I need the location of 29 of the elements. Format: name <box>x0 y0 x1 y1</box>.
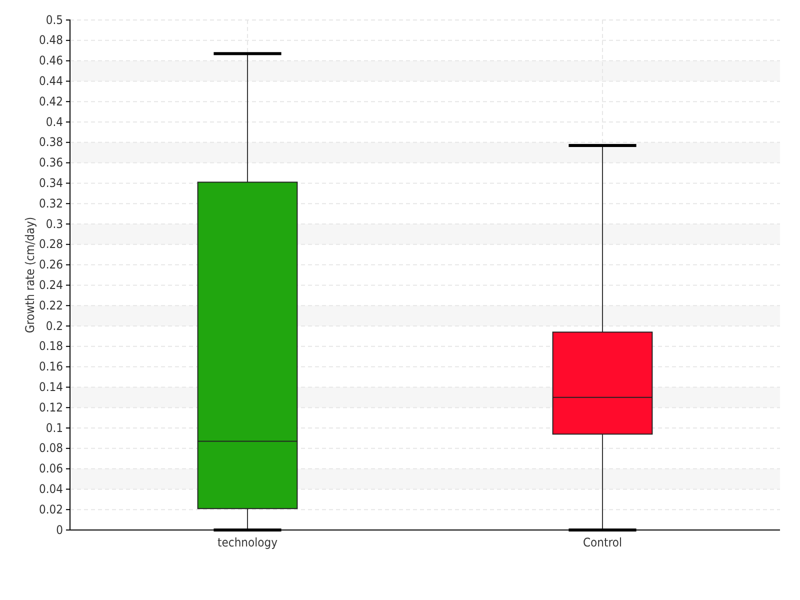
y-tick-label: 0.28 <box>38 237 64 252</box>
y-tick-label: 0.36 <box>38 156 64 170</box>
y-tick-label: 0.4 <box>46 114 64 129</box>
y-tick-label: 0.2 <box>46 318 63 333</box>
y-tick-label: 0.16 <box>38 360 64 374</box>
y-tick-label: 0.04 <box>38 482 64 496</box>
x-tick-label: technology <box>218 536 278 550</box>
y-tick-label: 0 <box>56 522 64 537</box>
y-tick-label: 0.44 <box>38 74 64 88</box>
y-tick-label: 0.08 <box>38 441 64 456</box>
y-tick-label: 0.32 <box>38 196 63 210</box>
y-tick-label: 0.18 <box>38 339 64 354</box>
y-tick-label: 0.12 <box>38 400 63 414</box>
y-tick-label: 0.3 <box>46 216 63 231</box>
y-tick-label: 0.02 <box>38 502 63 516</box>
y-tick-label: 0.34 <box>38 176 64 190</box>
y-tick-label: 0.14 <box>38 380 64 394</box>
y-tick-label: 0.46 <box>38 54 64 68</box>
x-tick-label: Control <box>583 536 622 550</box>
y-tick-label: 0.24 <box>38 278 64 292</box>
y-tick-label: 0.38 <box>38 135 64 150</box>
y-tick-label: 0.22 <box>38 298 63 312</box>
y-tick-label: 0.48 <box>38 33 64 48</box>
y-tick-label: 0.1 <box>46 420 63 435</box>
y-tick-label: 0.06 <box>38 462 64 476</box>
y-tick-label: 0.26 <box>38 258 64 272</box>
y-tick-label: 0.42 <box>38 94 63 108</box>
y-tick-label: 0.5 <box>46 12 63 27</box>
y-axis-title: Growth rate (cm/day) <box>23 216 37 334</box>
